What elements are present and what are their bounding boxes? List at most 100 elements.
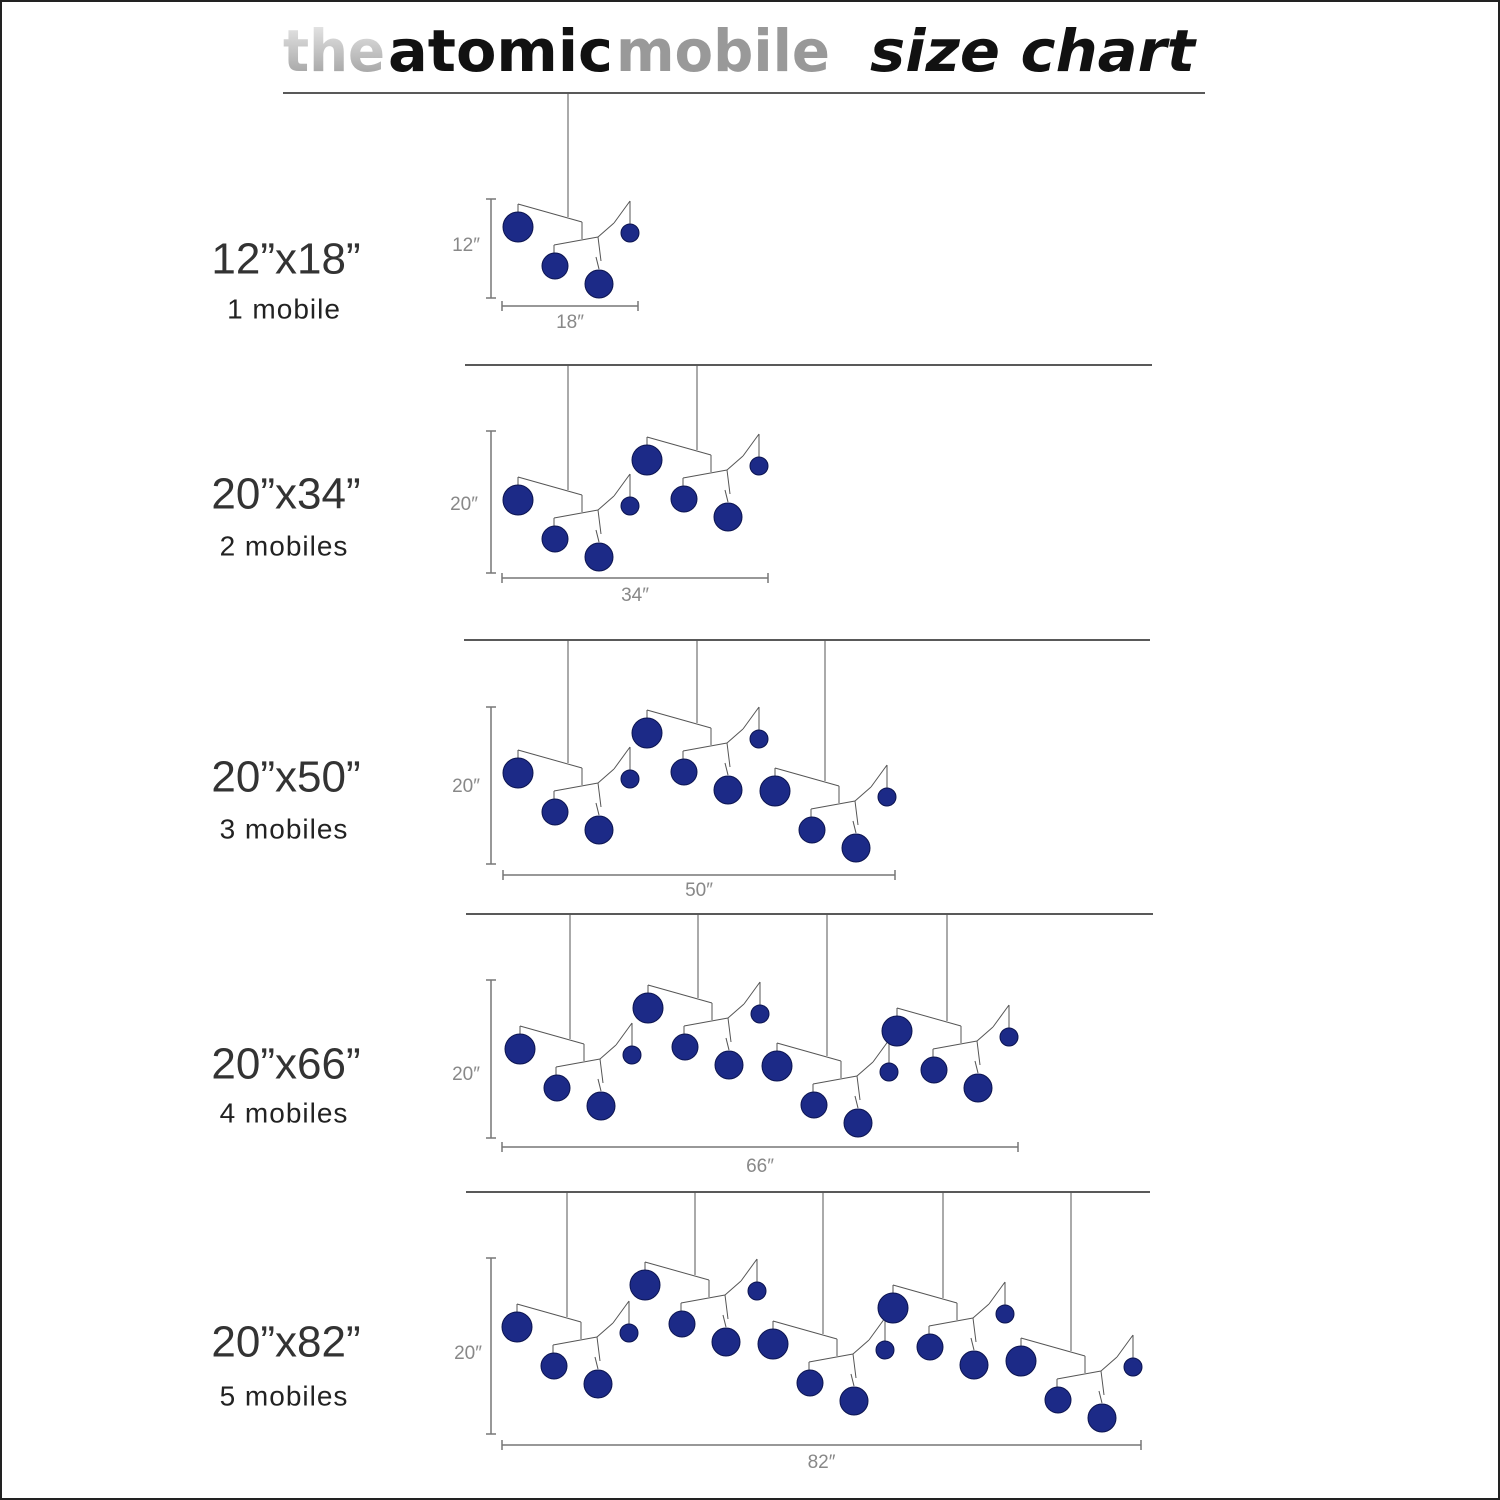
mobile-disc	[620, 223, 640, 243]
mobile-disc	[714, 1050, 744, 1080]
wire	[726, 469, 731, 495]
mobile-disc	[583, 1369, 613, 1399]
wire	[597, 222, 615, 238]
wire	[722, 1314, 727, 1328]
wire	[727, 1003, 745, 1019]
wire	[856, 1061, 874, 1077]
wire	[646, 436, 712, 456]
mobile-disc	[541, 252, 569, 280]
wire	[553, 509, 599, 519]
mobile-disc	[502, 757, 534, 789]
mobile-disc	[671, 1033, 699, 1061]
width-label: 34″	[621, 585, 649, 606]
wire	[724, 489, 729, 503]
wire	[932, 1040, 978, 1050]
mobile-count: 2 mobiles	[220, 530, 349, 561]
wire	[808, 1353, 854, 1363]
wire	[647, 984, 713, 1004]
wire	[599, 1044, 617, 1060]
brand-mobile: mobile	[616, 17, 830, 85]
mobile-disc	[761, 1050, 793, 1082]
wire	[680, 1294, 726, 1304]
mobile-disc	[629, 1269, 661, 1301]
wire	[724, 1280, 742, 1296]
width-label: 50″	[685, 880, 713, 901]
width-label: 18″	[556, 312, 584, 333]
wire	[892, 1284, 958, 1304]
wire	[597, 1078, 602, 1092]
mobile-disc	[843, 1108, 873, 1138]
mobile-disc	[1005, 1345, 1037, 1377]
height-label: 20″	[452, 776, 480, 797]
wire	[595, 802, 600, 816]
wire	[992, 1004, 1010, 1028]
mobile-disc	[879, 1062, 899, 1082]
mobile-disc	[622, 1045, 642, 1065]
wire	[742, 706, 760, 730]
mobile-disc	[584, 542, 614, 572]
mobile-disc	[877, 1292, 909, 1324]
chart-title: size chart	[870, 17, 1197, 85]
mobile-disc	[619, 1323, 639, 1343]
mobile-disc	[670, 758, 698, 786]
wire	[856, 1075, 861, 1101]
wire	[599, 1058, 604, 1084]
brand-the: the	[283, 17, 385, 85]
mobile-disc	[800, 1091, 828, 1119]
mobile-disc	[798, 816, 826, 844]
wire	[870, 764, 888, 788]
wire	[644, 1261, 710, 1281]
wire	[1100, 1356, 1118, 1372]
mobile-disc	[713, 502, 743, 532]
mobile-disc	[963, 1073, 993, 1103]
mobile-disc	[541, 798, 569, 826]
mobile-disc	[877, 787, 897, 807]
wire	[613, 473, 631, 497]
wire	[552, 1336, 598, 1346]
mobile-count: 1 mobile	[227, 293, 341, 324]
wire	[742, 433, 760, 457]
mobile-disc	[668, 1310, 696, 1338]
wire	[854, 786, 872, 802]
mobile-disc	[796, 1369, 824, 1397]
size-label: 20”x82”	[211, 1318, 360, 1367]
wire	[776, 1042, 842, 1062]
brand-atomic: atomic	[388, 17, 613, 85]
mobile-disc	[959, 1350, 989, 1380]
mobile-disc	[916, 1333, 944, 1361]
mobile-count: 5 mobiles	[220, 1380, 349, 1411]
mobile-disc	[711, 1327, 741, 1357]
mobile-disc	[670, 485, 698, 513]
wire	[517, 476, 583, 496]
wire	[1020, 1337, 1086, 1357]
mobile-disc	[586, 1091, 616, 1121]
mobile-disc	[631, 444, 663, 476]
wire	[724, 762, 729, 776]
height-label: 20″	[450, 494, 478, 515]
wire	[743, 981, 761, 1005]
height-label: 20″	[454, 1343, 482, 1364]
size-label: 12”x18”	[211, 235, 360, 284]
wire	[597, 768, 615, 784]
wire	[854, 800, 859, 826]
wire	[517, 203, 583, 223]
size-label: 20”x50”	[211, 753, 360, 802]
mobile-disc	[747, 1281, 767, 1301]
mobile-disc	[1087, 1403, 1117, 1433]
wire	[613, 200, 631, 224]
wire	[974, 1060, 979, 1074]
mobile-disc	[1044, 1386, 1072, 1414]
wire	[516, 1303, 582, 1323]
wire	[595, 529, 600, 543]
wire	[774, 767, 840, 787]
wire	[596, 1322, 614, 1338]
wire	[988, 1281, 1006, 1305]
wire	[852, 820, 857, 834]
mobile-disc	[875, 1340, 895, 1360]
mobile-disc	[1123, 1357, 1143, 1377]
mobile-disc	[504, 1033, 536, 1065]
wire	[682, 742, 728, 752]
wire	[612, 1300, 630, 1324]
wire	[553, 236, 599, 246]
wire	[596, 1336, 601, 1362]
